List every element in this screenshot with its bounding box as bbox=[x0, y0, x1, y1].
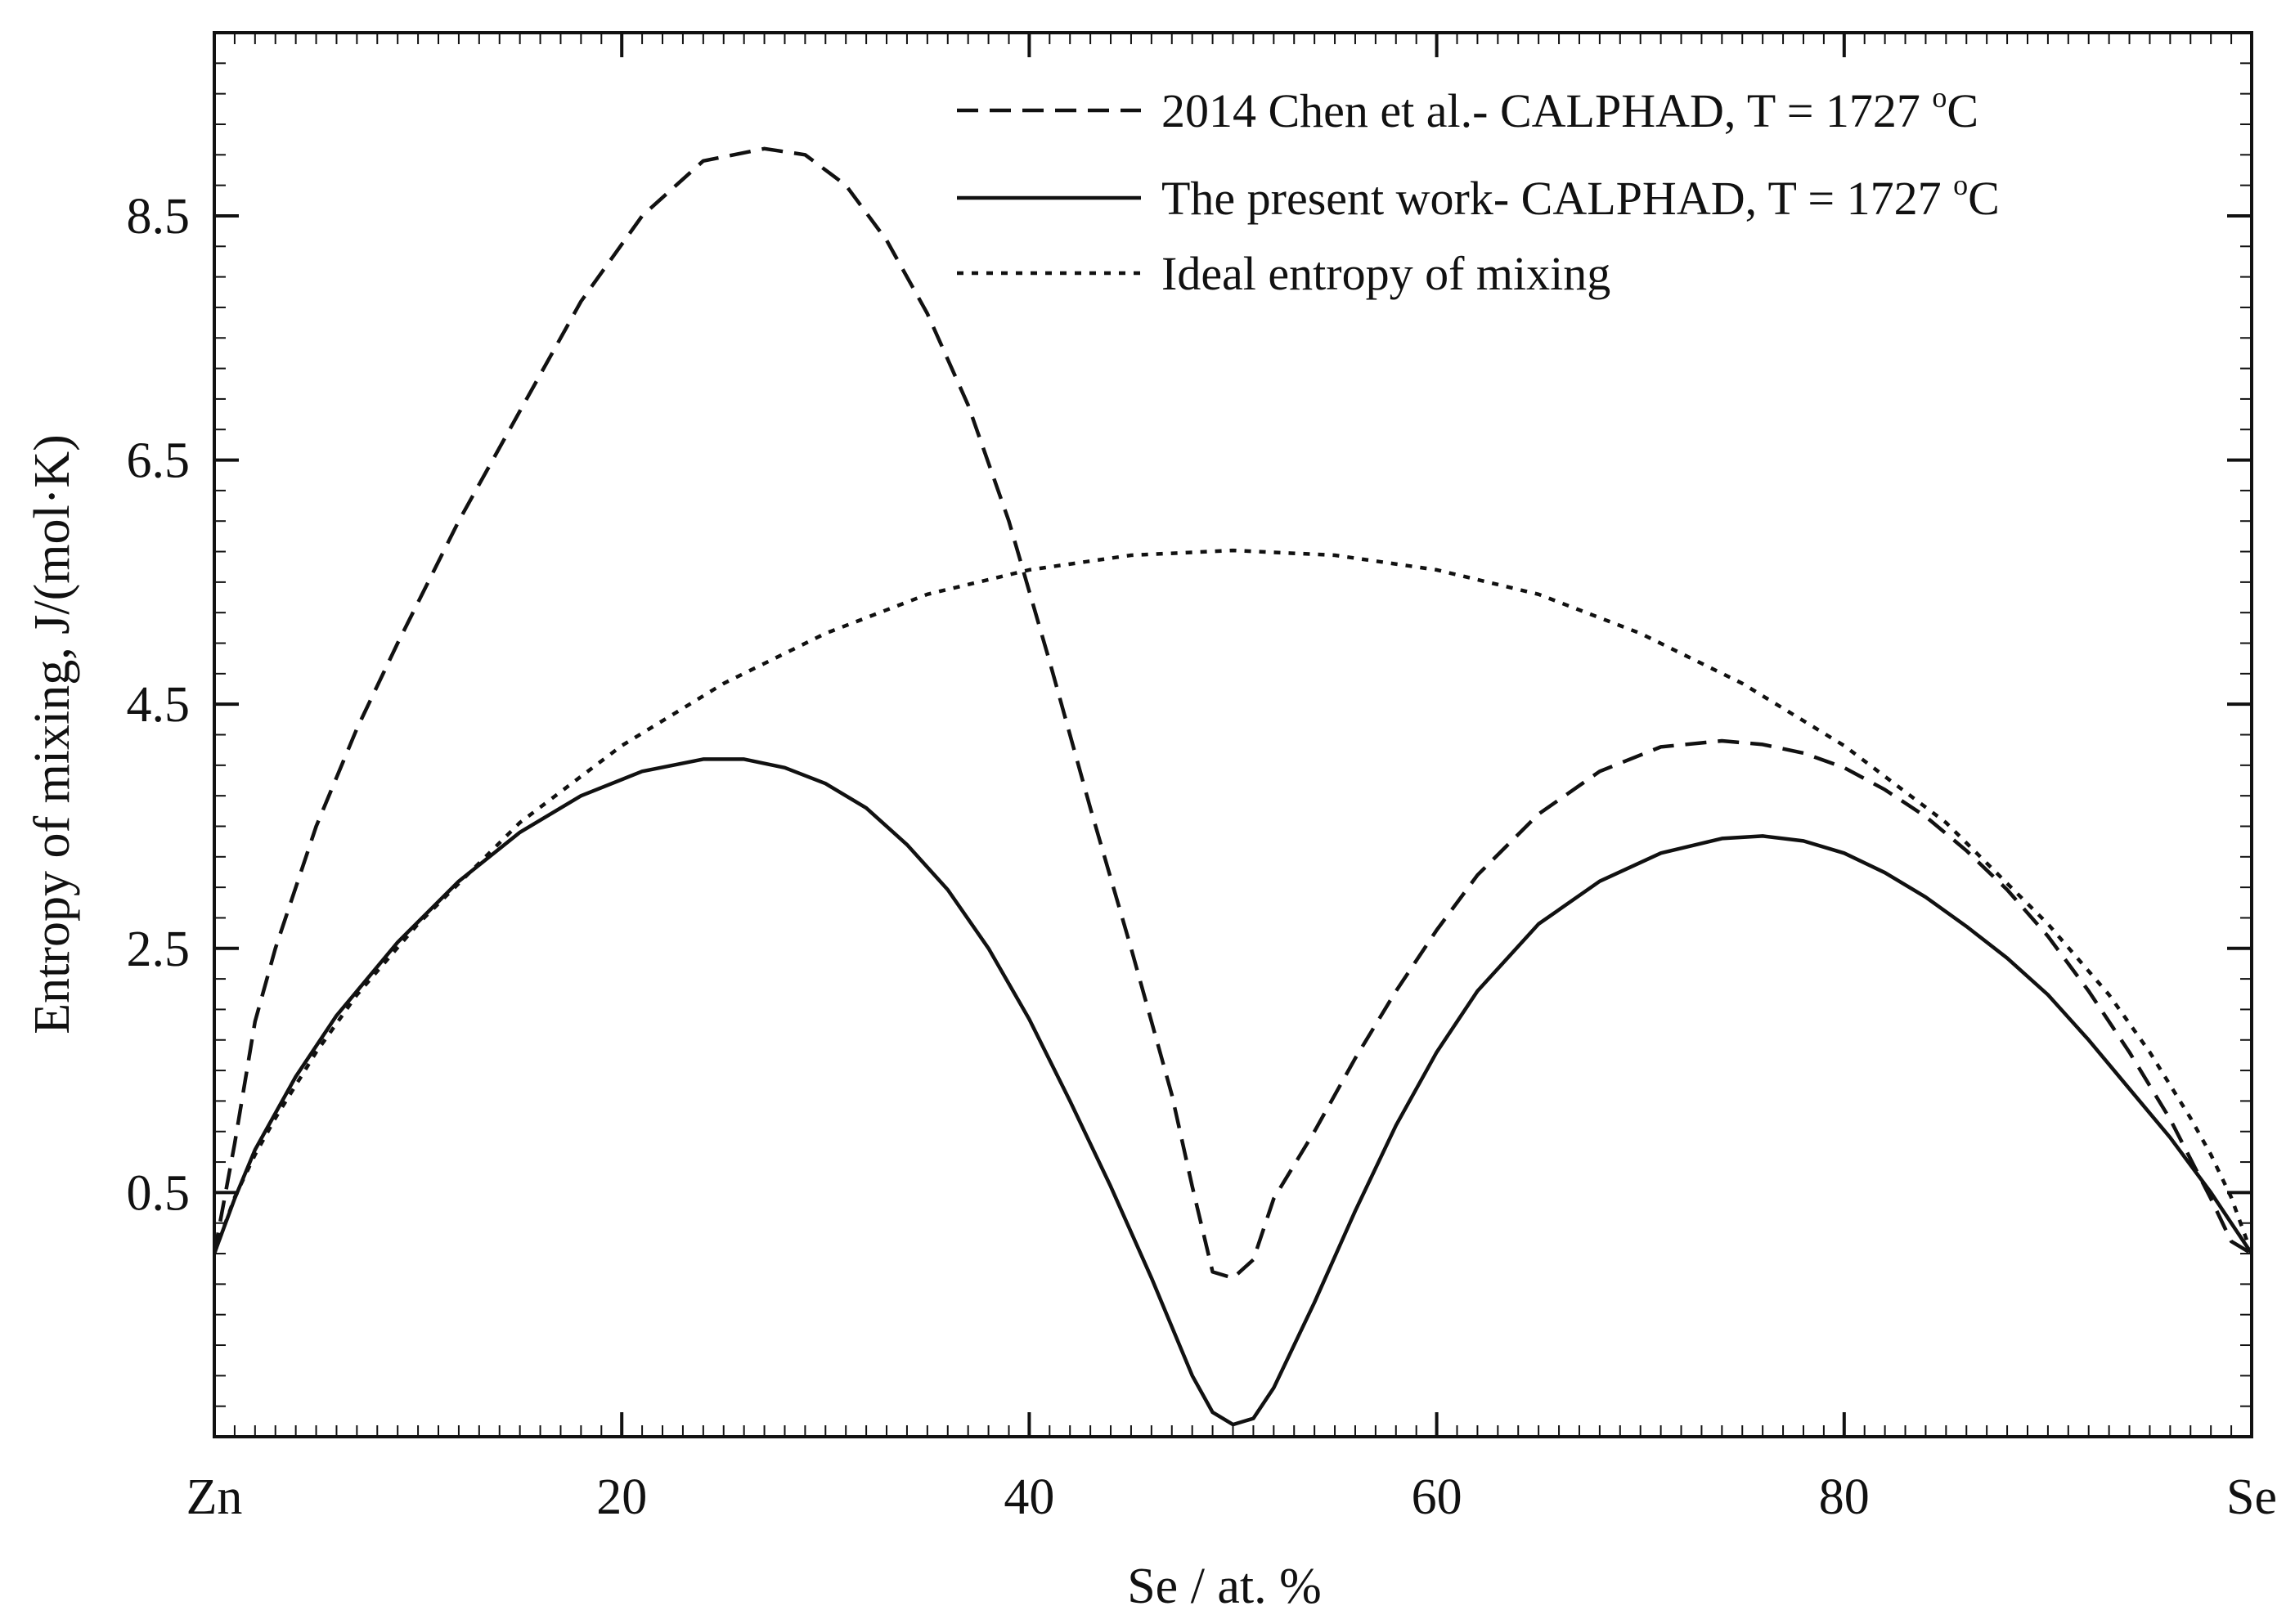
legend-degree-sup: o bbox=[1953, 168, 1968, 201]
y-tick-label: 6.5 bbox=[127, 433, 191, 489]
legend: 2014 Chen et al.- CALPHAD, T = 1727 oCTh… bbox=[957, 81, 2000, 300]
legend-unit: C bbox=[1968, 172, 2000, 225]
minor-ticks bbox=[213, 32, 2252, 1438]
x-tick-label: Zn bbox=[186, 1469, 243, 1525]
plot-frame bbox=[213, 31, 2253, 1438]
x-tick-labels: Zn 20 40 60 80 Se bbox=[186, 1469, 2277, 1525]
x-tick-label: 40 bbox=[1004, 1469, 1054, 1525]
series-line-solid bbox=[214, 757, 2252, 1427]
y-axis-title: Entropy of mixing, J/(mol·K) bbox=[25, 434, 80, 1034]
x-tick-label: 80 bbox=[1819, 1469, 1870, 1525]
legend-degree-sup: o bbox=[1932, 81, 1947, 114]
y-tick-label: 4.5 bbox=[127, 677, 191, 733]
y-tick-labels: 0.5 2.5 4.5 6.5 8.5 bbox=[127, 189, 191, 1221]
legend-label: The present work- CALPHAD, T = 1727 oC bbox=[1161, 168, 2000, 225]
series-line-dashed bbox=[214, 146, 2252, 1281]
legend-label-text: 2014 Chen et al.- CALPHAD, T = 1727 bbox=[1161, 84, 1932, 137]
y-tick-label: 2.5 bbox=[127, 922, 191, 977]
x-axis-title: Se / at. % bbox=[1127, 1559, 1322, 1614]
y-tick-label: 8.5 bbox=[127, 189, 191, 244]
series-line-dotted bbox=[214, 548, 2252, 1254]
x-tick-label: Se bbox=[2226, 1469, 2277, 1525]
major-ticks bbox=[213, 33, 2253, 1437]
legend-unit: C bbox=[1947, 84, 1978, 137]
legend-label: Ideal entropy of mixing bbox=[1161, 247, 1610, 300]
x-tick-label: 20 bbox=[596, 1469, 647, 1525]
legend-label-text: The present work- CALPHAD, T = 1727 bbox=[1161, 172, 1953, 225]
y-tick-label: 0.5 bbox=[127, 1165, 191, 1221]
legend-label: 2014 Chen et al.- CALPHAD, T = 1727 oC bbox=[1161, 81, 1978, 137]
legend-label-text: Ideal entropy of mixing bbox=[1161, 247, 1610, 300]
x-tick-label: 60 bbox=[1412, 1469, 1462, 1525]
series-layer bbox=[214, 146, 2252, 1427]
